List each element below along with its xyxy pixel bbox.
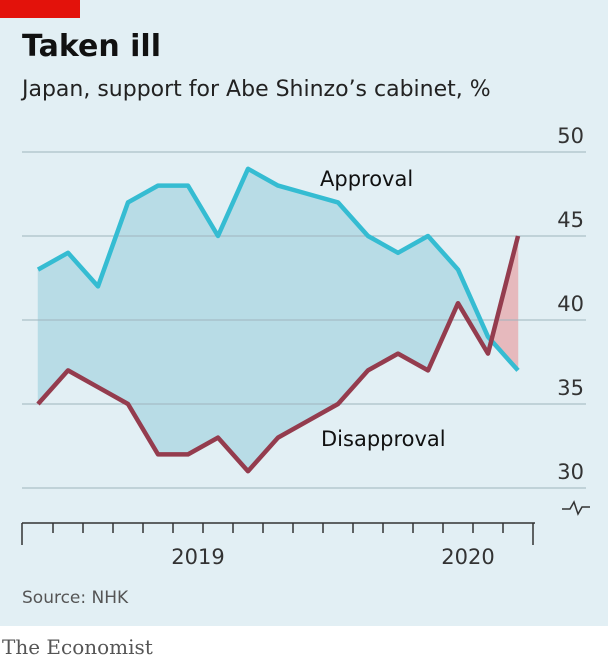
chart-subtitle: Japan, support for Abe Shinzo’s cabinet,…	[20, 77, 491, 102]
series-label: Approval	[320, 167, 413, 191]
brand-tag	[0, 0, 80, 18]
series-line	[36, 235, 521, 474]
x-tick-label: 2020	[441, 545, 494, 569]
gap-fill	[277, 185, 309, 439]
y-tick-label: 30	[557, 460, 584, 484]
gap-fill	[307, 193, 339, 422]
y-tick-label: 50	[557, 124, 584, 148]
y-tick-label: 35	[557, 376, 584, 400]
series-line	[36, 166, 520, 372]
gap-fill	[367, 235, 399, 371]
plot-area: 30 35 40 45 50 2019 2020 Approval Disapproval	[21, 124, 590, 569]
series-label: Disapproval	[321, 427, 446, 451]
x-tick-label: 2019	[171, 545, 224, 569]
y-tick-label: 40	[557, 292, 584, 316]
brand: The Economist	[2, 635, 153, 659]
source: Source: NHK	[22, 588, 129, 608]
chart-title: Taken ill	[22, 29, 161, 64]
gap-fill	[397, 235, 429, 371]
axis-break	[562, 500, 590, 516]
y-tick-label: 45	[557, 208, 584, 232]
